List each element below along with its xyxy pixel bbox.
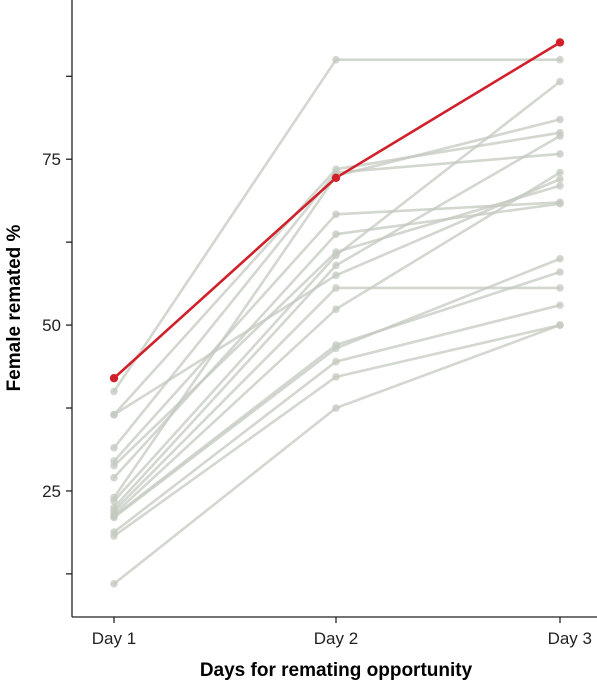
series-point-15-2 — [556, 301, 564, 309]
series-point-16-1 — [332, 373, 340, 381]
y-axis-title: Female remated % — [4, 224, 25, 391]
series-point-13-2 — [556, 268, 564, 276]
series-point-15-1 — [332, 357, 340, 366]
series-point-12-2 — [556, 168, 564, 177]
series-point-14-1 — [332, 344, 340, 353]
x-tick-label-1: Day 2 — [314, 629, 358, 648]
series-lines — [112, 41, 562, 586]
series-point-7-0 — [110, 473, 118, 482]
series-point-3-1 — [332, 271, 340, 280]
series-point-7-1 — [332, 230, 340, 238]
series-line-6 — [112, 184, 562, 468]
series-line-5 — [112, 201, 562, 463]
highlight-point-0 — [109, 373, 119, 383]
series-point-1-1 — [332, 55, 340, 64]
series-point-4-2 — [556, 150, 564, 158]
series-point-8-2 — [556, 115, 564, 124]
x-tick-label-0: Day 1 — [92, 629, 136, 648]
highlight-point-2 — [555, 38, 565, 47]
series-point-5-1 — [332, 210, 340, 219]
x-tick-label-2: Day 3 — [548, 629, 592, 648]
highlight-series-line — [112, 41, 562, 380]
series-point-16-0 — [110, 532, 118, 540]
y-axis-ticks: 25 50 75 — [42, 75, 72, 575]
series-point-14-0 — [110, 513, 118, 522]
series-point-11-1 — [332, 284, 340, 292]
x-axis-title: Days for remating opportunity — [200, 660, 473, 681]
series-point-11-2 — [556, 284, 564, 292]
series-point-17-2 — [556, 321, 564, 329]
x-axis-ticks: Day 1 Day 2 Day 3 — [92, 617, 592, 648]
series-point-6-0 — [110, 461, 118, 470]
highlight-point-1 — [331, 173, 341, 183]
series-point-4-0 — [110, 444, 118, 452]
series-point-7-2 — [556, 199, 564, 208]
series-point-14-2 — [556, 254, 564, 263]
series-point-6-2 — [556, 181, 564, 190]
series-point-3-2 — [556, 175, 564, 183]
y-tick-label-50: 50 — [42, 316, 61, 335]
series-point-10-1 — [332, 261, 340, 270]
series-point-10-2 — [556, 132, 564, 140]
series-point-1-0 — [110, 387, 118, 396]
series-point-17-1 — [332, 404, 340, 412]
axes — [71, 0, 597, 618]
y-tick-label-75: 75 — [42, 150, 61, 169]
series-line-16 — [112, 323, 562, 538]
series-point-17-0 — [110, 580, 118, 588]
series-point-1-2 — [556, 55, 564, 64]
series-points — [109, 38, 565, 588]
series-point-3-0 — [110, 410, 118, 419]
series-point-12-1 — [332, 305, 340, 313]
y-tick-label-25: 25 — [42, 482, 61, 501]
series-point-9-2 — [556, 77, 564, 86]
series-point-9-0 — [110, 497, 118, 505]
series-point-9-1 — [332, 251, 340, 260]
